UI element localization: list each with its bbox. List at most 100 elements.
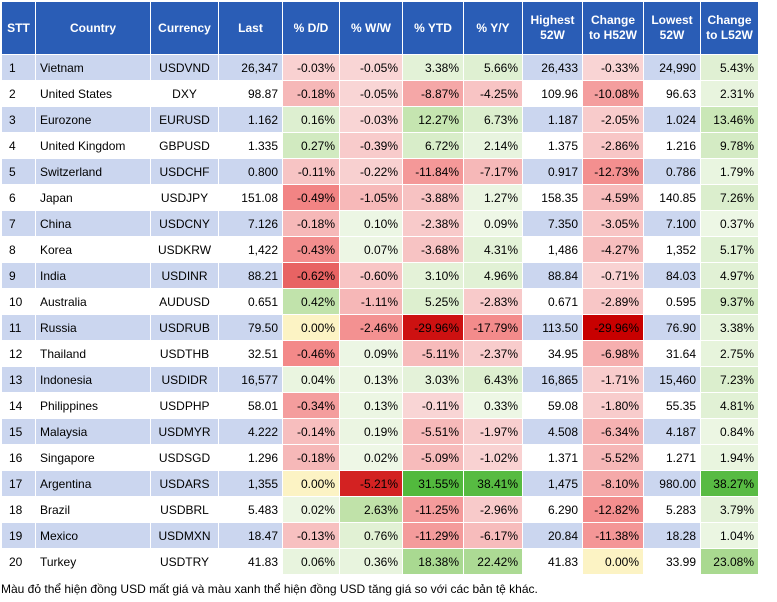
table-body: 1 Vietnam USDVND 26,347 -0.03% -0.05% 3.38% 5.6… bbox=[1, 54, 759, 575]
cell-change-to-l52w: 7.26% bbox=[700, 184, 759, 211]
cell-pct-dd: 0.27% bbox=[282, 132, 340, 159]
cell-pct-ytd: 6.72% bbox=[402, 132, 464, 159]
cell-pct-dd: -0.03% bbox=[282, 54, 340, 81]
table-row: 19 Mexico USDMXN 18.47 -0.13% 0.76% -11.29% -6.… bbox=[1, 522, 759, 549]
cell-change-to-h52w: -1.71% bbox=[582, 366, 644, 393]
table-row: 17 Argentina USDARS 1,355 0.00% -5.21% 31.55% 3… bbox=[1, 470, 759, 497]
cell-highest-52w: 0.671 bbox=[522, 288, 583, 315]
cell-pct-yy: 5.66% bbox=[463, 54, 523, 81]
cell-pct-ww: 0.09% bbox=[339, 340, 403, 367]
cell-change-to-h52w: -6.98% bbox=[582, 340, 644, 367]
cell-change-to-h52w: -4.59% bbox=[582, 184, 644, 211]
cell-lowest-52w: 84.03 bbox=[643, 262, 701, 289]
table-row: 3 Eurozone EURUSD 1.162 0.16% -0.03% 12.27% 6.7… bbox=[1, 106, 759, 133]
cell-stt: 16 bbox=[1, 444, 36, 471]
column-header-change-to-l52w: Change to L52W bbox=[700, 1, 759, 55]
cell-lowest-52w: 1,352 bbox=[643, 236, 701, 263]
table-row: 7 China USDCNY 7.126 -0.18% 0.10% -2.38% 0.09% 7… bbox=[1, 210, 759, 237]
table-row: 6 Japan USDJPY 151.08 -0.49% -1.05% -3.88% 1.27… bbox=[1, 184, 759, 211]
cell-pct-dd: 0.04% bbox=[282, 366, 340, 393]
cell-pct-dd: 0.16% bbox=[282, 106, 340, 133]
cell-stt: 18 bbox=[1, 496, 36, 523]
cell-pct-ytd: 5.25% bbox=[402, 288, 464, 315]
cell-currency: USDARS bbox=[150, 470, 219, 497]
table-row: 10 Australia AUDUSD 0.651 0.42% -1.11% 5.25% -2… bbox=[1, 288, 759, 315]
cell-pct-dd: -0.11% bbox=[282, 158, 340, 185]
cell-stt: 19 bbox=[1, 522, 36, 549]
cell-change-to-h52w: -6.34% bbox=[582, 418, 644, 445]
cell-pct-dd: -0.13% bbox=[282, 522, 340, 549]
cell-pct-ww: 0.13% bbox=[339, 366, 403, 393]
cell-pct-yy: 38.41% bbox=[463, 470, 523, 497]
cell-currency: USDTHB bbox=[150, 340, 219, 367]
cell-last: 79.50 bbox=[218, 314, 283, 341]
cell-last: 1.296 bbox=[218, 444, 283, 471]
cell-pct-dd: -0.14% bbox=[282, 418, 340, 445]
cell-pct-ww: 0.07% bbox=[339, 236, 403, 263]
cell-pct-yy: -7.17% bbox=[463, 158, 523, 185]
cell-change-to-h52w: -8.10% bbox=[582, 470, 644, 497]
table-row: 15 Malaysia USDMYR 4.222 -0.14% 0.19% -5.51% -1… bbox=[1, 418, 759, 445]
cell-country: Philippines bbox=[35, 392, 151, 419]
cell-highest-52w: 4.508 bbox=[522, 418, 583, 445]
cell-highest-52w: 20.84 bbox=[522, 522, 583, 549]
table-row: 20 Turkey USDTRY 41.83 0.06% 0.36% 18.38% 22.42… bbox=[1, 548, 759, 575]
cell-stt: 20 bbox=[1, 548, 36, 575]
cell-last: 0.800 bbox=[218, 158, 283, 185]
cell-last: 0.651 bbox=[218, 288, 283, 315]
cell-currency: EURUSD bbox=[150, 106, 219, 133]
cell-currency: USDMXN bbox=[150, 522, 219, 549]
cell-pct-ytd: -0.11% bbox=[402, 392, 464, 419]
cell-pct-dd: -0.18% bbox=[282, 80, 340, 107]
cell-pct-ww: 0.10% bbox=[339, 210, 403, 237]
cell-highest-52w: 34.95 bbox=[522, 340, 583, 367]
cell-pct-yy: -4.25% bbox=[463, 80, 523, 107]
cell-pct-ww: 0.36% bbox=[339, 548, 403, 575]
cell-pct-dd: -0.49% bbox=[282, 184, 340, 211]
cell-pct-ytd: -11.84% bbox=[402, 158, 464, 185]
cell-stt: 13 bbox=[1, 366, 36, 393]
cell-change-to-h52w: -12.73% bbox=[582, 158, 644, 185]
cell-highest-52w: 1.371 bbox=[522, 444, 583, 471]
cell-lowest-52w: 1.271 bbox=[643, 444, 701, 471]
cell-last: 16,577 bbox=[218, 366, 283, 393]
cell-highest-52w: 16,865 bbox=[522, 366, 583, 393]
table-row: 2 United States DXY 98.87 -0.18% -0.05% -8.87%… bbox=[1, 80, 759, 107]
cell-pct-ytd: 3.10% bbox=[402, 262, 464, 289]
cell-highest-52w: 88.84 bbox=[522, 262, 583, 289]
cell-last: 5.483 bbox=[218, 496, 283, 523]
cell-change-to-l52w: 1.94% bbox=[700, 444, 759, 471]
cell-stt: 3 bbox=[1, 106, 36, 133]
cell-pct-yy: 22.42% bbox=[463, 548, 523, 575]
cell-lowest-52w: 5.283 bbox=[643, 496, 701, 523]
cell-stt: 11 bbox=[1, 314, 36, 341]
cell-last: 1,355 bbox=[218, 470, 283, 497]
table-row: 11 Russia USDRUB 79.50 0.00% -2.46% -29.96% -17… bbox=[1, 314, 759, 341]
column-header-highest-52w: Highest 52W bbox=[522, 1, 583, 55]
cell-highest-52w: 41.83 bbox=[522, 548, 583, 575]
table-row: 8 Korea USDKRW 1,422 -0.43% 0.07% -3.68% 4.31% 1… bbox=[1, 236, 759, 263]
cell-pct-dd: -0.43% bbox=[282, 236, 340, 263]
cell-country: Argentina bbox=[35, 470, 151, 497]
cell-pct-ww: -0.03% bbox=[339, 106, 403, 133]
cell-change-to-h52w: -11.38% bbox=[582, 522, 644, 549]
cell-pct-ytd: -11.25% bbox=[402, 496, 464, 523]
table-row: 16 Singapore USDSGD 1.296 -0.18% 0.02% -5.09% -… bbox=[1, 444, 759, 471]
cell-change-to-l52w: 5.17% bbox=[700, 236, 759, 263]
cell-pct-ytd: 3.03% bbox=[402, 366, 464, 393]
cell-country: United Kingdom bbox=[35, 132, 151, 159]
cell-country: India bbox=[35, 262, 151, 289]
cell-pct-yy: -2.96% bbox=[463, 496, 523, 523]
cell-pct-ww: -2.46% bbox=[339, 314, 403, 341]
cell-country: United States bbox=[35, 80, 151, 107]
cell-change-to-l52w: 3.79% bbox=[700, 496, 759, 523]
cell-pct-yy: 6.43% bbox=[463, 366, 523, 393]
table-row: 5 Switzerland USDCHF 0.800 -0.11% -0.22% -11.8… bbox=[1, 158, 759, 185]
cell-change-to-h52w: 0.00% bbox=[582, 548, 644, 575]
cell-lowest-52w: 0.595 bbox=[643, 288, 701, 315]
cell-pct-ww: -0.05% bbox=[339, 80, 403, 107]
cell-lowest-52w: 1.024 bbox=[643, 106, 701, 133]
cell-currency: GBPUSD bbox=[150, 132, 219, 159]
cell-change-to-l52w: 2.31% bbox=[700, 80, 759, 107]
cell-pct-dd: -0.62% bbox=[282, 262, 340, 289]
